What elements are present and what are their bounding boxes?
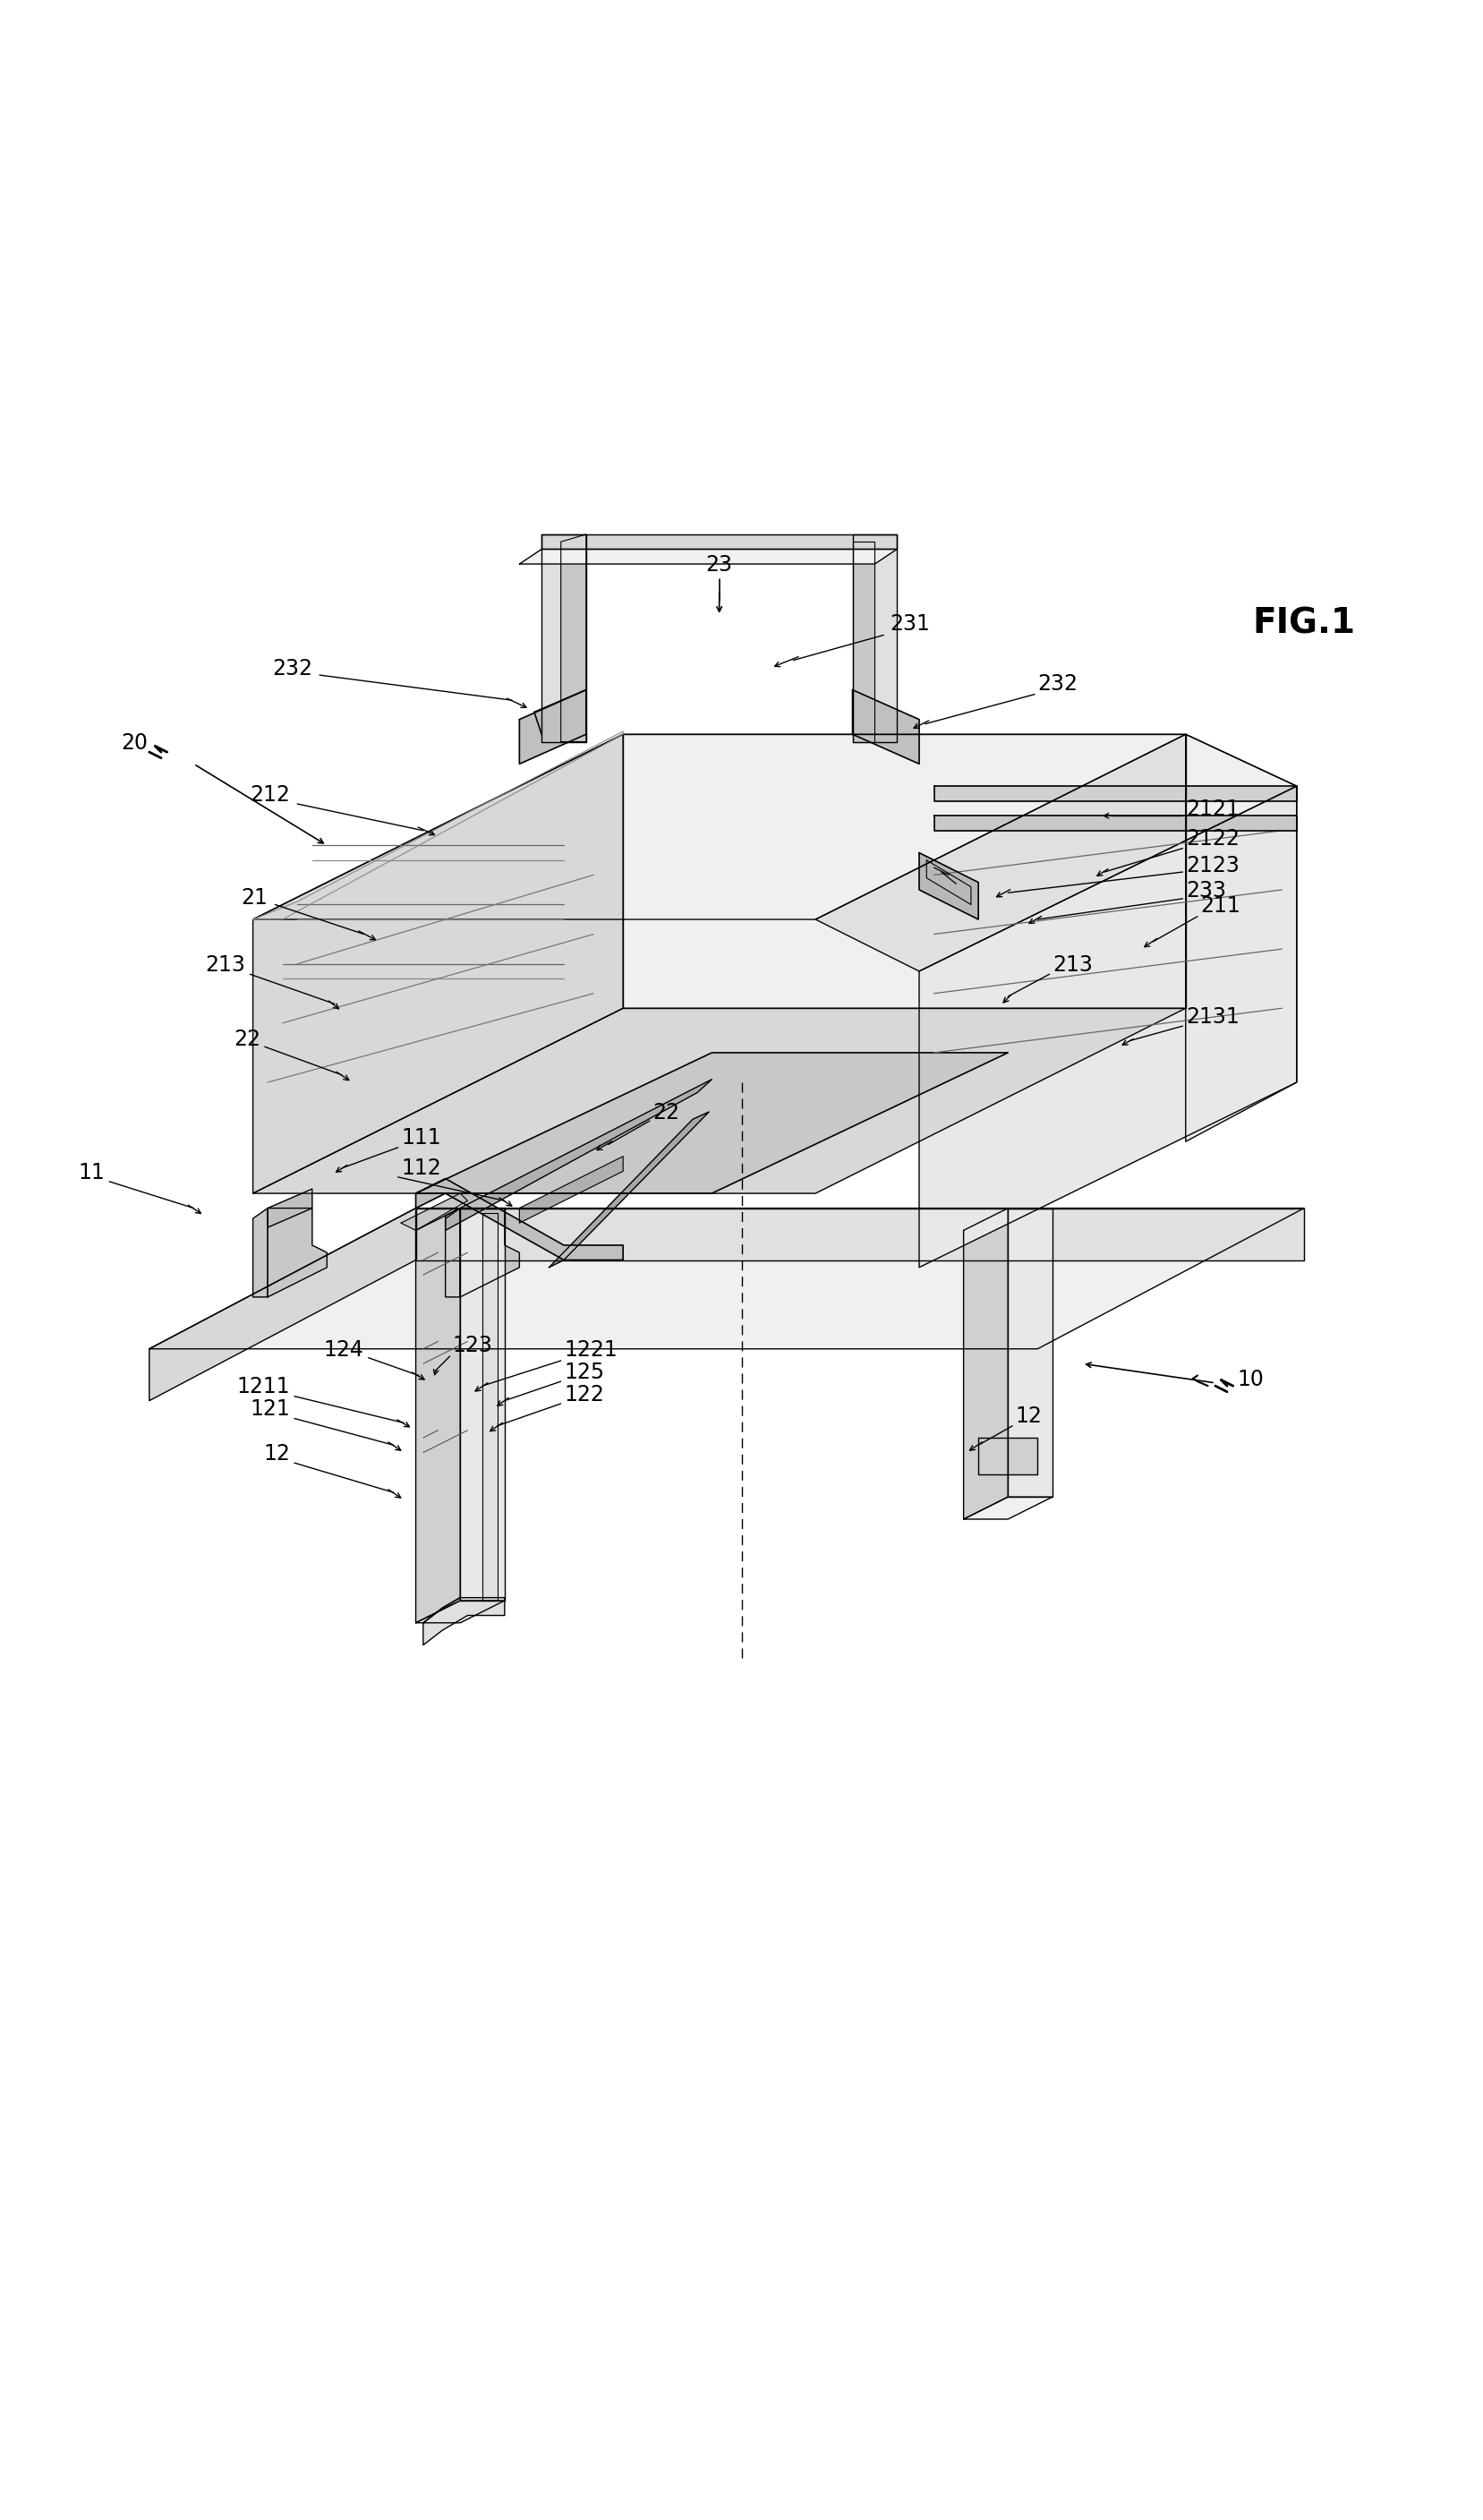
- Text: FIG.1: FIG.1: [1253, 607, 1355, 640]
- Polygon shape: [268, 1189, 311, 1227]
- Text: 2123: 2123: [1185, 854, 1240, 877]
- Text: 23: 23: [706, 554, 733, 577]
- Polygon shape: [541, 534, 897, 549]
- Text: 211: 211: [1200, 895, 1240, 917]
- Polygon shape: [254, 1008, 1185, 1194]
- Polygon shape: [519, 690, 586, 764]
- Polygon shape: [979, 1439, 1038, 1474]
- Text: 213: 213: [205, 955, 246, 975]
- Polygon shape: [934, 816, 1296, 832]
- Text: 2121: 2121: [1185, 799, 1240, 819]
- Text: 232: 232: [1038, 673, 1078, 696]
- Polygon shape: [919, 852, 979, 920]
- Polygon shape: [150, 1207, 415, 1401]
- Polygon shape: [254, 733, 1185, 920]
- Text: 10: 10: [1237, 1368, 1264, 1391]
- Polygon shape: [853, 534, 897, 741]
- Text: 12: 12: [262, 1444, 291, 1464]
- Text: 125: 125: [564, 1361, 604, 1383]
- Polygon shape: [150, 1207, 1304, 1348]
- Polygon shape: [415, 1207, 460, 1623]
- Polygon shape: [549, 1111, 709, 1268]
- Polygon shape: [400, 1194, 467, 1230]
- Polygon shape: [964, 1497, 1053, 1520]
- Text: 123: 123: [452, 1336, 492, 1356]
- Polygon shape: [254, 1207, 326, 1298]
- Polygon shape: [1185, 733, 1296, 1142]
- Text: 21: 21: [242, 887, 268, 910]
- Polygon shape: [445, 1079, 712, 1230]
- Text: 231: 231: [890, 615, 930, 635]
- Polygon shape: [519, 549, 897, 564]
- Text: 22: 22: [233, 1028, 261, 1051]
- Polygon shape: [460, 1207, 504, 1600]
- Text: 232: 232: [271, 658, 311, 680]
- Polygon shape: [541, 534, 586, 741]
- Polygon shape: [934, 786, 1296, 801]
- Polygon shape: [964, 1207, 1008, 1520]
- Text: 112: 112: [400, 1157, 440, 1179]
- Polygon shape: [1008, 1207, 1053, 1497]
- Polygon shape: [415, 1207, 1304, 1260]
- Text: 22: 22: [653, 1101, 679, 1124]
- Text: 124: 124: [323, 1338, 363, 1361]
- Text: 12: 12: [1016, 1406, 1043, 1426]
- Text: 20: 20: [122, 733, 148, 753]
- Polygon shape: [482, 1212, 497, 1600]
- Text: 122: 122: [564, 1383, 604, 1406]
- Polygon shape: [415, 1053, 1008, 1194]
- Polygon shape: [423, 1598, 504, 1646]
- Polygon shape: [816, 733, 1296, 970]
- Text: 212: 212: [249, 784, 291, 806]
- Text: 213: 213: [1053, 955, 1093, 975]
- Text: 11: 11: [79, 1162, 105, 1182]
- Polygon shape: [623, 733, 1185, 1008]
- Polygon shape: [561, 534, 586, 741]
- Polygon shape: [519, 1157, 623, 1222]
- Polygon shape: [853, 542, 875, 741]
- Polygon shape: [415, 1179, 623, 1260]
- Text: 2131: 2131: [1185, 1005, 1240, 1028]
- Text: 1221: 1221: [564, 1338, 617, 1361]
- Text: 111: 111: [400, 1126, 440, 1149]
- Text: 233: 233: [1185, 879, 1226, 902]
- Polygon shape: [415, 1600, 504, 1623]
- Text: 121: 121: [251, 1399, 291, 1419]
- Text: 2122: 2122: [1185, 829, 1240, 849]
- Polygon shape: [254, 733, 623, 1194]
- Polygon shape: [919, 786, 1296, 1268]
- Polygon shape: [853, 690, 919, 764]
- Text: 1211: 1211: [237, 1376, 291, 1399]
- Polygon shape: [445, 1207, 519, 1298]
